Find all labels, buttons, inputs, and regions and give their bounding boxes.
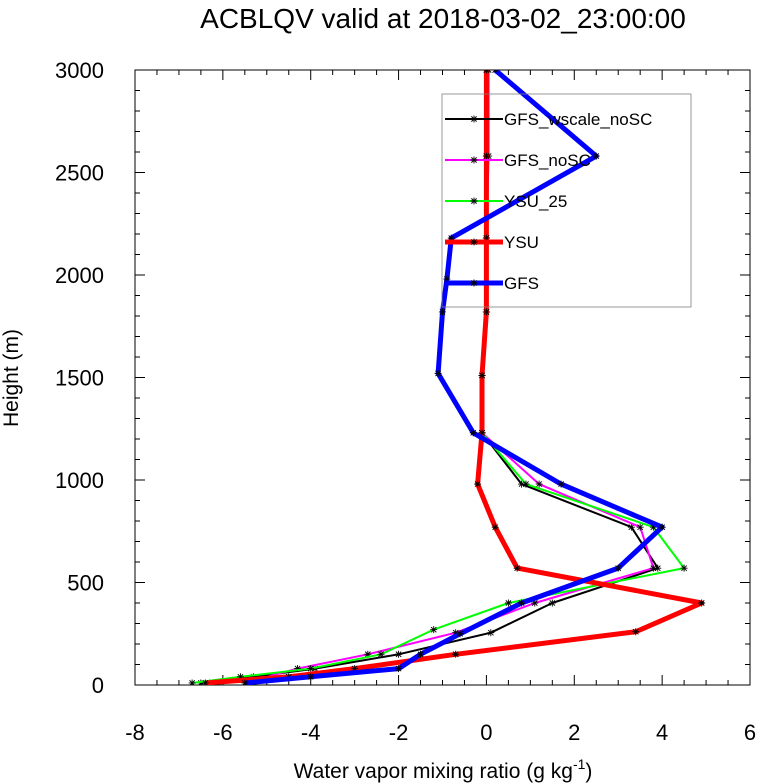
data-point	[614, 564, 622, 572]
legend-label: YSU	[504, 233, 539, 252]
data-point	[531, 599, 539, 607]
data-point	[364, 650, 372, 658]
x-axis-label-exponent: -1	[573, 756, 586, 772]
data-point	[250, 673, 258, 681]
legend-marker	[470, 197, 478, 205]
y-axis-label: Height (m)	[0, 329, 23, 427]
data-point	[627, 523, 635, 531]
y-tick-label: 500	[67, 571, 104, 596]
data-point	[535, 480, 543, 488]
data-point	[452, 650, 460, 658]
legend-marker	[470, 156, 478, 164]
data-point	[632, 628, 640, 636]
legend-marker	[470, 279, 478, 287]
data-point	[377, 650, 385, 658]
legend: GFS_wscale_noSC GFS_noSC YSU_25 YSU GFS	[441, 93, 692, 308]
legend-item-GFS_wscale_noSC: GFS_wscale_noSC	[445, 110, 652, 129]
data-point	[197, 679, 205, 685]
y-tick-label: 0	[92, 673, 104, 698]
data-point	[518, 599, 526, 607]
series-line-GFS	[244, 70, 665, 685]
data-point	[434, 369, 442, 377]
series-line-YSU	[205, 70, 705, 685]
chart-title: ACBLQV valid at 2018-03-02_23:00:00	[200, 3, 686, 34]
x-tick-label: -8	[125, 720, 145, 745]
data-point	[482, 308, 490, 316]
x-tick-label: 2	[568, 720, 580, 745]
legend-label: YSU_25	[504, 192, 567, 211]
data-point	[474, 480, 482, 488]
data-point	[456, 630, 464, 638]
data-point	[430, 626, 438, 634]
data-point	[201, 679, 209, 685]
x-tick-label: 4	[656, 720, 668, 745]
data-point	[649, 564, 657, 572]
data-point	[478, 371, 486, 379]
data-point	[482, 152, 490, 160]
data-point	[548, 599, 556, 607]
x-tick-label: 0	[480, 720, 492, 745]
x-tick-label: -4	[301, 720, 321, 745]
data-point	[487, 629, 495, 637]
x-tick-label: -2	[389, 720, 409, 745]
data-point	[417, 650, 425, 658]
data-point	[636, 523, 644, 531]
data-point	[557, 480, 565, 488]
data-point	[658, 523, 666, 531]
data-point	[482, 234, 490, 242]
x-axis-label-tail: )	[585, 760, 592, 783]
data-point	[469, 429, 477, 437]
x-tick-label: 6	[744, 720, 756, 745]
legend-item-YSU_25: YSU_25	[445, 192, 567, 211]
data-point	[518, 480, 526, 488]
y-tick-label: 2000	[55, 263, 104, 288]
series-layer	[188, 70, 706, 685]
data-point	[307, 665, 315, 673]
series-GFS	[241, 70, 666, 685]
x-tick-label: -6	[213, 720, 233, 745]
data-point	[452, 629, 460, 637]
data-point	[504, 599, 512, 607]
data-point	[236, 673, 244, 681]
legend-marker	[470, 115, 478, 123]
data-point	[654, 564, 662, 572]
data-point	[307, 673, 315, 681]
data-point	[294, 665, 302, 673]
data-point	[439, 308, 446, 316]
legend-item-GFS_noSC: GFS_noSC	[445, 151, 591, 170]
data-point	[447, 234, 455, 242]
data-point	[522, 480, 530, 488]
y-tick-label: 1000	[55, 468, 104, 493]
legend-item-GFS: GFS	[445, 274, 539, 293]
x-axis-label-text: Water vapor mixing ratio (g kg	[294, 760, 573, 783]
data-point	[698, 599, 706, 607]
y-tick-labels: 0 500 1000 1500 2000 2500 3000	[55, 58, 104, 698]
legend-item-YSU: YSU	[445, 233, 539, 252]
data-point	[188, 679, 196, 685]
x-tick-labels: -8 -6 -4 -2 0 2 4 6	[125, 720, 756, 745]
data-point	[649, 523, 657, 531]
legend-label: GFS_wscale_noSC	[504, 110, 652, 129]
legend-label: GFS	[504, 274, 539, 293]
y-tick-label: 1500	[55, 366, 104, 391]
data-point	[443, 275, 451, 283]
data-point	[241, 679, 249, 685]
legend-label: GFS_noSC	[504, 151, 591, 170]
data-point	[351, 665, 359, 673]
legend-marker	[470, 238, 478, 246]
data-point	[395, 650, 403, 658]
data-point	[680, 564, 688, 572]
data-point	[395, 665, 403, 673]
y-tick-label: 3000	[55, 58, 104, 83]
data-point	[478, 429, 486, 437]
x-axis-label: Water vapor mixing ratio (g kg-1)	[294, 756, 593, 783]
legend-box	[441, 93, 692, 308]
data-point	[482, 70, 490, 74]
data-point	[491, 70, 499, 74]
y-tick-label: 2500	[55, 161, 104, 186]
data-point	[491, 523, 499, 531]
data-point	[513, 564, 521, 572]
data-point	[592, 152, 600, 160]
